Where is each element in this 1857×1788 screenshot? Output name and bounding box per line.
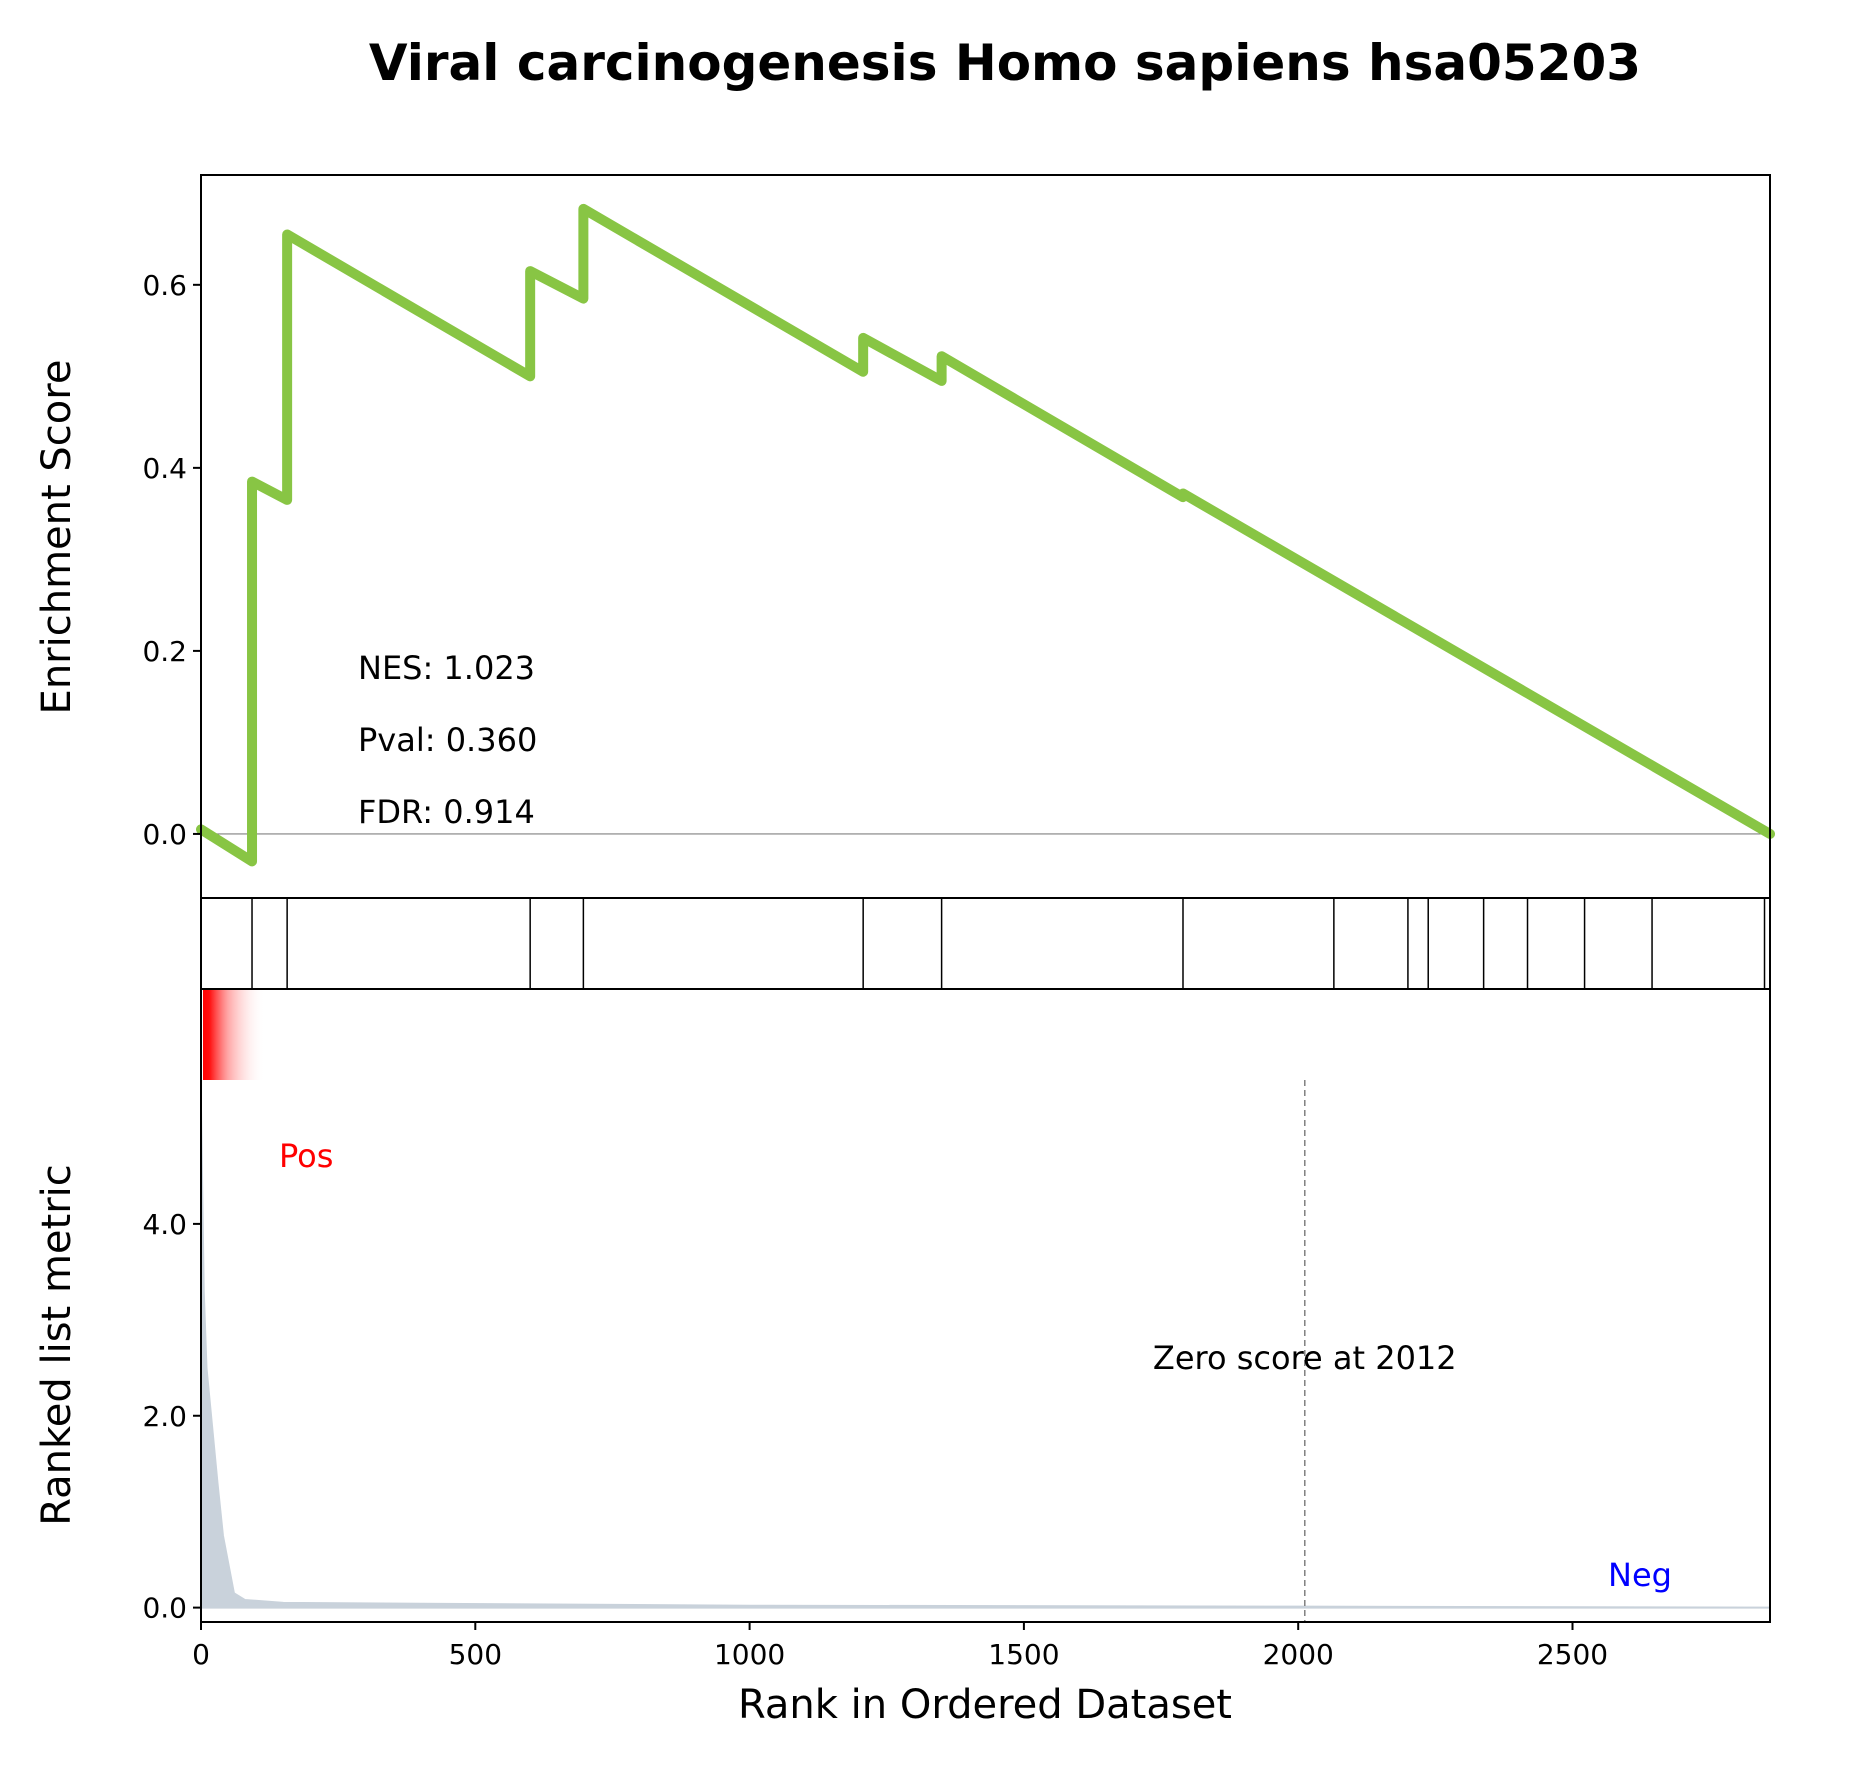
x-tick-label: 1000 bbox=[714, 1638, 785, 1671]
ranked-metric-area bbox=[200, 1108, 1771, 1609]
neg-label: Neg bbox=[1608, 1556, 1672, 1594]
es-tick-label: 0.0 bbox=[142, 818, 187, 851]
rank-tick-label: 4.0 bbox=[142, 1208, 187, 1241]
hits-panel-frame bbox=[200, 897, 1771, 990]
rank-y-axis-label: Ranked list metric bbox=[34, 1164, 80, 1526]
x-tick-label: 2500 bbox=[1537, 1638, 1608, 1671]
rank-tick-label: 2.0 bbox=[142, 1400, 187, 1433]
rank-tick-label: 0.0 bbox=[142, 1592, 187, 1625]
es-tick-label: 0.6 bbox=[142, 269, 187, 302]
fdr-stat: FDR: 0.914 bbox=[358, 793, 535, 831]
x-axis-label: Rank in Ordered Dataset bbox=[738, 1682, 1232, 1728]
x-tick-label: 0 bbox=[192, 1638, 210, 1671]
ranked-metric-panel: Zero score at 2012 Pos Neg 0.0 2.0 4.0 0 50… bbox=[142, 989, 1771, 1671]
es-curve bbox=[196, 203, 1775, 867]
nes-stat: NES: 1.023 bbox=[358, 649, 535, 687]
rank-panel-frame bbox=[200, 989, 1771, 1623]
enrichment-score-panel: 0.0 0.2 0.4 0.6 NES: 1.023 Pval: 0.360 FDR:… bbox=[142, 174, 1775, 899]
es-tick-label: 0.2 bbox=[142, 635, 187, 668]
hits-panel bbox=[200, 897, 1771, 990]
x-tick-label: 2000 bbox=[1263, 1638, 1334, 1671]
x-tick-label: 500 bbox=[449, 1638, 502, 1671]
pval-stat: Pval: 0.360 bbox=[358, 721, 537, 759]
zero-score-label: Zero score at 2012 bbox=[1153, 1339, 1457, 1377]
es-tick-label: 0.4 bbox=[142, 452, 187, 485]
pos-label: Pos bbox=[279, 1137, 333, 1175]
rank-heatmap-strip bbox=[203, 990, 265, 1080]
x-tick-label: 1500 bbox=[988, 1638, 1059, 1671]
es-y-axis-label: Enrichment Score bbox=[34, 360, 80, 715]
chart-title: Viral carcinogenesis Homo sapiens hsa052… bbox=[369, 34, 1641, 92]
es-panel-frame bbox=[200, 174, 1771, 899]
